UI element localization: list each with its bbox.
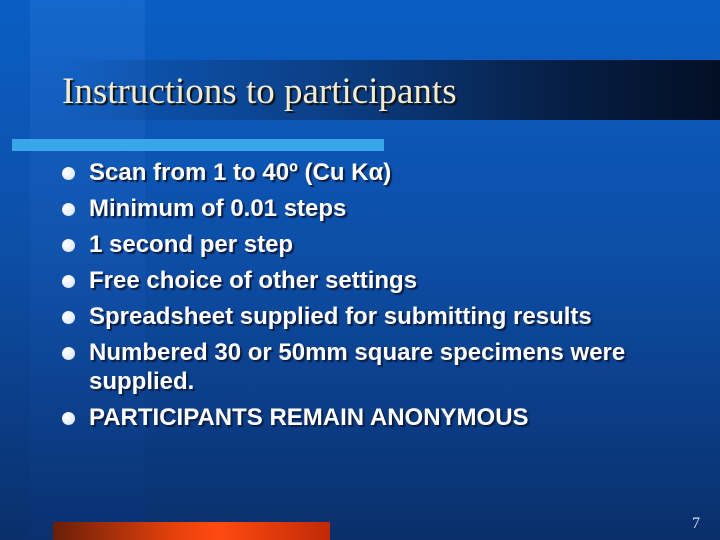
bullet-dot-icon bbox=[62, 275, 75, 288]
title-background-bar bbox=[62, 60, 720, 120]
bullet-text: 1 second per step bbox=[89, 231, 294, 258]
bullet-text: Scan from 1 to 40º (Cu Kα) bbox=[89, 159, 392, 186]
bullet-dot-icon bbox=[62, 203, 75, 216]
bullet-text: Spreadsheet supplied for submitting resu… bbox=[89, 303, 592, 330]
page-number: 7 bbox=[692, 515, 700, 532]
bullet-text: Numbered 30 or 50mm square specimens wer… bbox=[89, 339, 626, 395]
bullet-dot-icon bbox=[62, 239, 75, 252]
bottom-accent-bar bbox=[53, 522, 330, 540]
bullet-dot-icon bbox=[62, 167, 75, 180]
bullet-text: PARTICIPANTS REMAIN ANONYMOUS bbox=[89, 404, 529, 431]
bullet-item: Free choice of other settings bbox=[60, 266, 680, 295]
accent-bar bbox=[12, 139, 384, 151]
bullet-list: Scan from 1 to 40º (Cu Kα) Minimum of 0.… bbox=[60, 158, 680, 439]
bullet-item: 1 second per step bbox=[60, 230, 680, 259]
bullet-dot-icon bbox=[62, 311, 75, 324]
bullet-dot-icon bbox=[62, 412, 75, 425]
bullet-dot-icon bbox=[62, 347, 75, 360]
bullet-item: PARTICIPANTS REMAIN ANONYMOUS bbox=[60, 403, 680, 432]
bullet-item: Spreadsheet supplied for submitting resu… bbox=[60, 302, 680, 331]
bullet-item: Numbered 30 or 50mm square specimens wer… bbox=[60, 338, 680, 396]
slide-title: Instructions to participants bbox=[62, 71, 457, 112]
bullet-item: Minimum of 0.01 steps bbox=[60, 194, 680, 223]
bullet-item: Scan from 1 to 40º (Cu Kα) bbox=[60, 158, 680, 187]
bullet-text: Free choice of other settings bbox=[89, 267, 418, 294]
bullet-text: Minimum of 0.01 steps bbox=[89, 195, 347, 222]
